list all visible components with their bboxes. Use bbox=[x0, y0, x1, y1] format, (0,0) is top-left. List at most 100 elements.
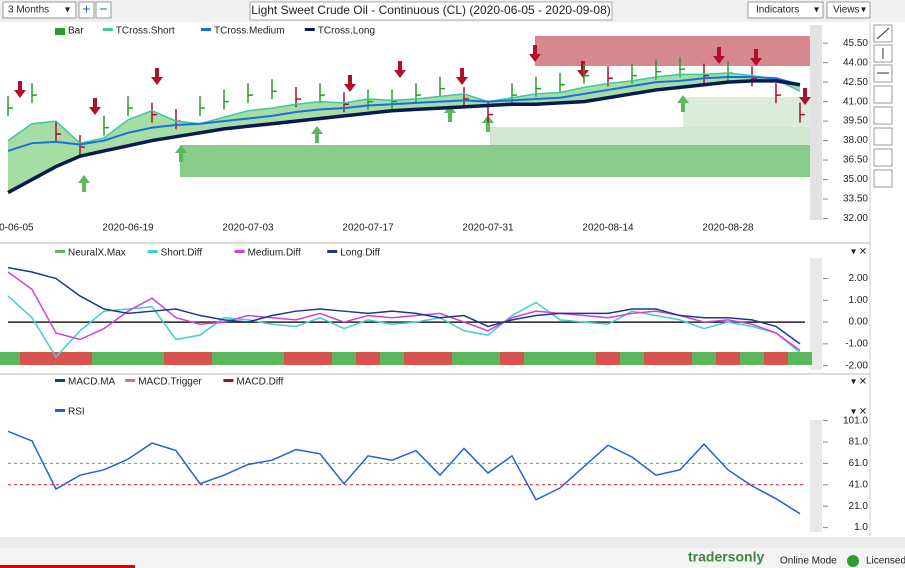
legend-label: Bar bbox=[68, 26, 84, 37]
sell-arrow bbox=[394, 61, 406, 78]
range-label: 3 Months bbox=[8, 5, 49, 16]
y-tick-label: 2.00 bbox=[849, 273, 869, 284]
signal-strip bbox=[68, 352, 92, 365]
x-tick-label: 2020-07-03 bbox=[222, 223, 274, 234]
drawing-tools bbox=[873, 24, 893, 188]
tool-more[interactable] bbox=[873, 148, 893, 167]
signal-strip bbox=[404, 352, 428, 365]
signal-strip bbox=[572, 352, 596, 365]
series-line bbox=[7, 72, 801, 144]
sell-arrow bbox=[344, 75, 356, 92]
panel-scroll bbox=[810, 258, 822, 370]
range-select[interactable] bbox=[2, 1, 77, 19]
band-fill bbox=[8, 73, 800, 193]
series-line bbox=[7, 271, 801, 352]
chart-title: Light Sweet Crude Oil - Continuous (CL) … bbox=[251, 3, 611, 17]
sell-arrow bbox=[799, 88, 811, 105]
plus-icon: + bbox=[82, 1, 90, 17]
legend-swatch bbox=[55, 379, 65, 382]
signal-strip bbox=[500, 352, 524, 365]
series-line bbox=[7, 295, 801, 359]
panel-controls[interactable]: ▾ ✕ bbox=[851, 247, 867, 258]
tool-fib[interactable] bbox=[873, 127, 893, 146]
x-tick-label: 2020-08-14 bbox=[582, 223, 634, 234]
zoom-out[interactable] bbox=[95, 1, 112, 19]
signal-strip bbox=[332, 352, 356, 365]
icon bbox=[876, 27, 890, 40]
sell-arrow bbox=[750, 49, 762, 66]
tool-pointer[interactable] bbox=[873, 106, 893, 125]
sell-arrow bbox=[456, 68, 468, 85]
dropdown-arrow: ▾ bbox=[861, 5, 866, 16]
scrollbar[interactable] bbox=[0, 537, 905, 548]
signal-strip bbox=[380, 352, 404, 365]
brand: tradersonly bbox=[688, 549, 764, 565]
x-tick-label: 2020-08-28 bbox=[702, 223, 754, 234]
legend-label: TCross.Medium bbox=[214, 26, 285, 37]
resistance-zone bbox=[535, 36, 822, 66]
indicators-label: Indicators bbox=[756, 5, 799, 16]
legend-swatch bbox=[55, 409, 65, 412]
indicators-menu[interactable] bbox=[747, 1, 824, 19]
y-tick-label: 81.0 bbox=[849, 437, 869, 448]
legend-swatch bbox=[201, 28, 211, 31]
tool-note[interactable] bbox=[873, 169, 893, 188]
legend-swatch bbox=[55, 250, 65, 253]
sell-arrow bbox=[89, 98, 101, 115]
legend-label: Long.Diff bbox=[340, 248, 380, 259]
signal-strip bbox=[116, 352, 140, 365]
zoom-in[interactable] bbox=[78, 1, 95, 19]
y-tick-label: 41.0 bbox=[849, 479, 869, 490]
sell-arrow bbox=[151, 68, 163, 85]
y-tick-label: 101.0 bbox=[843, 415, 868, 426]
signal-strip bbox=[236, 352, 260, 365]
buy-arrow bbox=[78, 175, 90, 192]
signal-strip bbox=[284, 352, 308, 365]
legend-swatch bbox=[147, 250, 158, 253]
y-tick-label: 0.00 bbox=[849, 317, 869, 328]
legend-swatch bbox=[102, 28, 113, 31]
views-menu[interactable] bbox=[826, 1, 871, 19]
dropdown-arrow: ▾ bbox=[65, 5, 70, 16]
panel-controls[interactable]: ▾ ✕ bbox=[851, 407, 867, 418]
y-tick-label: 44.00 bbox=[843, 57, 868, 68]
legend-swatch bbox=[125, 379, 136, 382]
signal-strip bbox=[524, 352, 548, 365]
y-tick-label: 45.50 bbox=[843, 38, 868, 49]
y-tick-label: 36.50 bbox=[843, 155, 868, 166]
tool-pen[interactable] bbox=[873, 85, 893, 104]
legend-swatch bbox=[223, 379, 234, 382]
x-tick-label: 2020-06-05 bbox=[0, 223, 34, 234]
y-tick-label: 39.50 bbox=[843, 116, 868, 127]
legend-label: Medium.Diff bbox=[248, 248, 301, 259]
legend-label: TCross.Long bbox=[318, 26, 375, 37]
signal-strip bbox=[140, 352, 164, 365]
legend-label: MACD.Trigger bbox=[138, 377, 202, 388]
signal-strip bbox=[260, 352, 284, 365]
x-tick-label: 2020-07-31 bbox=[462, 223, 514, 234]
signal-strip bbox=[212, 352, 236, 365]
signal-strip bbox=[164, 352, 188, 365]
signal-strip bbox=[620, 352, 644, 365]
support-zone-light bbox=[683, 97, 822, 127]
signal-strip bbox=[188, 352, 212, 365]
signal-strip bbox=[788, 352, 812, 365]
support-zone-light bbox=[490, 127, 822, 145]
series-line bbox=[7, 266, 801, 345]
legend-label: TCross.Short bbox=[116, 26, 175, 37]
support-zone bbox=[180, 145, 822, 177]
y-tick-label: 41.00 bbox=[843, 96, 868, 107]
buy-arrow bbox=[482, 115, 494, 132]
y-tick-label: -2.00 bbox=[845, 360, 868, 371]
y-tick-label: 38.00 bbox=[843, 135, 868, 146]
series-line bbox=[7, 79, 801, 195]
legend-swatch bbox=[234, 250, 245, 253]
legend-swatch bbox=[327, 250, 338, 253]
signal-strip bbox=[92, 352, 116, 365]
series-line bbox=[7, 75, 801, 152]
signal-strip bbox=[452, 352, 476, 365]
sell-arrow bbox=[529, 45, 541, 62]
panel-controls[interactable]: ▾ ✕ bbox=[851, 377, 867, 388]
